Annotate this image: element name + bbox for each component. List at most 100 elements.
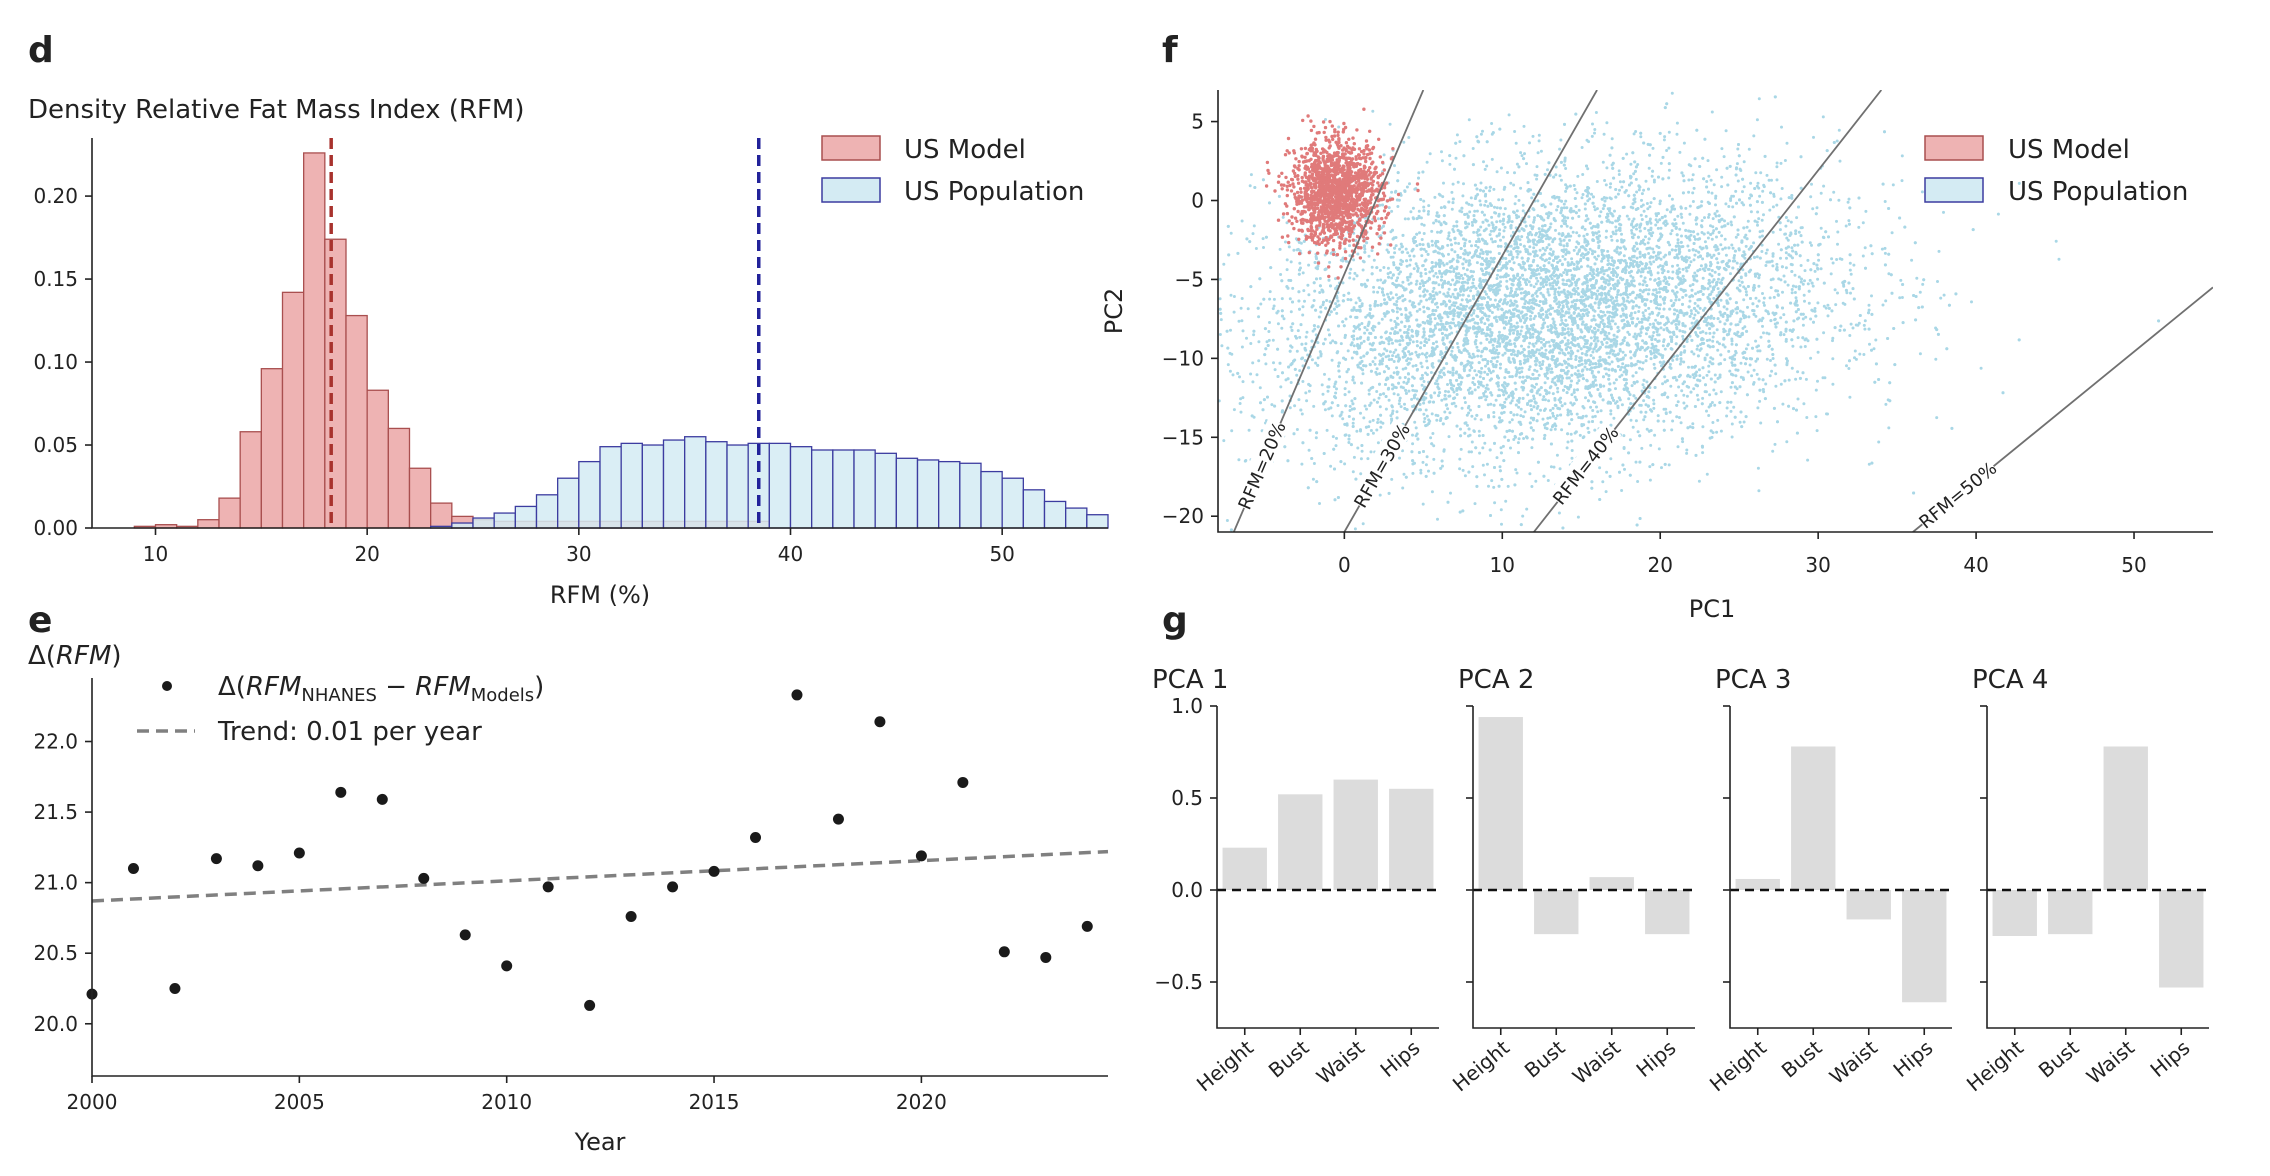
f-population-point: [1380, 362, 1384, 366]
f-population-point: [1604, 490, 1608, 494]
f-population-point: [1239, 397, 1243, 401]
f-population-point: [1548, 312, 1552, 316]
f-population-point: [1525, 324, 1529, 328]
f-population-point: [1698, 306, 1702, 310]
f-population-point: [1346, 298, 1350, 301]
f-population-point: [1323, 372, 1326, 376]
f-population-point: [1847, 197, 1851, 201]
f-population-point: [1758, 194, 1762, 198]
f-population-point: [1164, 340, 1167, 343]
f-population-point: [1471, 147, 1475, 150]
f-population-point: [1156, 428, 1159, 431]
f-population-point: [1844, 224, 1848, 228]
f-population-point: [1398, 343, 1402, 347]
f-population-point: [1405, 276, 1409, 279]
f-population-point: [1546, 376, 1550, 380]
f-population-point: [1566, 440, 1570, 444]
f-population-point: [1970, 300, 1973, 304]
f-population-point: [1599, 409, 1603, 413]
f-population-point: [1485, 164, 1489, 168]
e-data-point: [376, 793, 388, 805]
f-population-point: [1305, 330, 1309, 334]
f-population-point: [1487, 484, 1490, 488]
f-population-point: [1762, 185, 1766, 189]
f-population-point: [1547, 399, 1551, 403]
f-population-point: [1053, 272, 1056, 275]
e-data-point: [750, 831, 762, 843]
f-population-point: [1565, 305, 1569, 309]
f-population-point: [1334, 302, 1338, 306]
f-population-point: [1632, 335, 1636, 339]
e-data-point: [210, 853, 222, 865]
f-population-point: [1415, 340, 1419, 343]
f-population-point: [1733, 391, 1737, 395]
f-population-point: [1394, 189, 1398, 193]
f-population-point: [1130, 284, 1133, 287]
f-population-point: [1605, 351, 1609, 355]
d-x-tick-label: 30: [566, 542, 591, 566]
f-population-point: [1778, 228, 1782, 232]
f-population-point: [1694, 292, 1697, 296]
f-population-point: [1225, 519, 1229, 522]
e-data-point: [832, 813, 844, 825]
f-population-point: [1467, 263, 1471, 267]
f-population-point: [1816, 350, 1820, 354]
f-population-point: [1564, 189, 1568, 193]
f-population-point: [1725, 406, 1729, 410]
f-population-point: [1688, 204, 1692, 208]
f-population-point: [1389, 331, 1392, 335]
f-population-point: [1630, 384, 1634, 388]
e-data-point: [915, 850, 927, 862]
f-population-point: [1768, 208, 1772, 212]
f-population-point: [1621, 362, 1625, 366]
f-population-point: [1398, 328, 1402, 332]
f-population-point: [1252, 224, 1256, 228]
f-population-point: [1543, 248, 1547, 252]
f-population-point: [1939, 296, 1943, 300]
f-population-point: [1388, 122, 1392, 126]
f-population-point: [1799, 345, 1803, 349]
f-population-point: [1558, 147, 1562, 151]
f-population-point: [1248, 184, 1252, 188]
f-population-point: [1451, 292, 1455, 296]
f-population-point: [1432, 457, 1436, 461]
f-population-point: [1241, 396, 1245, 400]
f-population-point: [1292, 248, 1296, 252]
f-population-point: [1640, 218, 1644, 221]
f-population-point: [1399, 270, 1402, 274]
f-population-point: [1362, 339, 1366, 343]
f-population-point: [1553, 376, 1557, 380]
f-population-point: [1519, 186, 1523, 190]
d-x-axis-label: RFM (%): [550, 581, 650, 609]
f-population-point: [1529, 399, 1533, 403]
f-population-point: [1711, 225, 1715, 229]
f-population-point: [1490, 479, 1494, 483]
f-population-point: [1458, 467, 1462, 471]
f-population-point: [1577, 379, 1581, 383]
f-population-point: [1335, 436, 1338, 440]
f-population-point: [1731, 259, 1735, 263]
e-y-tick-label: 21.5: [33, 800, 78, 824]
f-population-point: [1300, 412, 1304, 416]
f-population-point: [1596, 254, 1600, 258]
f-population-point: [1552, 465, 1556, 469]
f-population-point: [1475, 209, 1479, 213]
d-mean-lines: [329, 138, 761, 528]
f-population-point: [1395, 279, 1398, 283]
f-population-point: [1394, 348, 1398, 352]
f-population-point: [1439, 206, 1443, 210]
f-population-point: [1732, 405, 1736, 409]
d-population-bar: [535, 494, 559, 529]
f-population-point: [1347, 390, 1351, 394]
f-population-point: [1199, 318, 1202, 321]
f-population-point: [1423, 353, 1427, 357]
f-population-point: [1433, 195, 1437, 199]
f-population-point: [1851, 326, 1855, 330]
f-population-point: [1238, 375, 1241, 379]
f-population-point: [1600, 50, 1603, 53]
f-population-point: [1353, 381, 1356, 385]
f-population-point: [1365, 407, 1368, 411]
f-population-point: [1394, 244, 1398, 248]
f-population-point: [1848, 395, 1852, 399]
f-population-point: [1462, 257, 1466, 261]
